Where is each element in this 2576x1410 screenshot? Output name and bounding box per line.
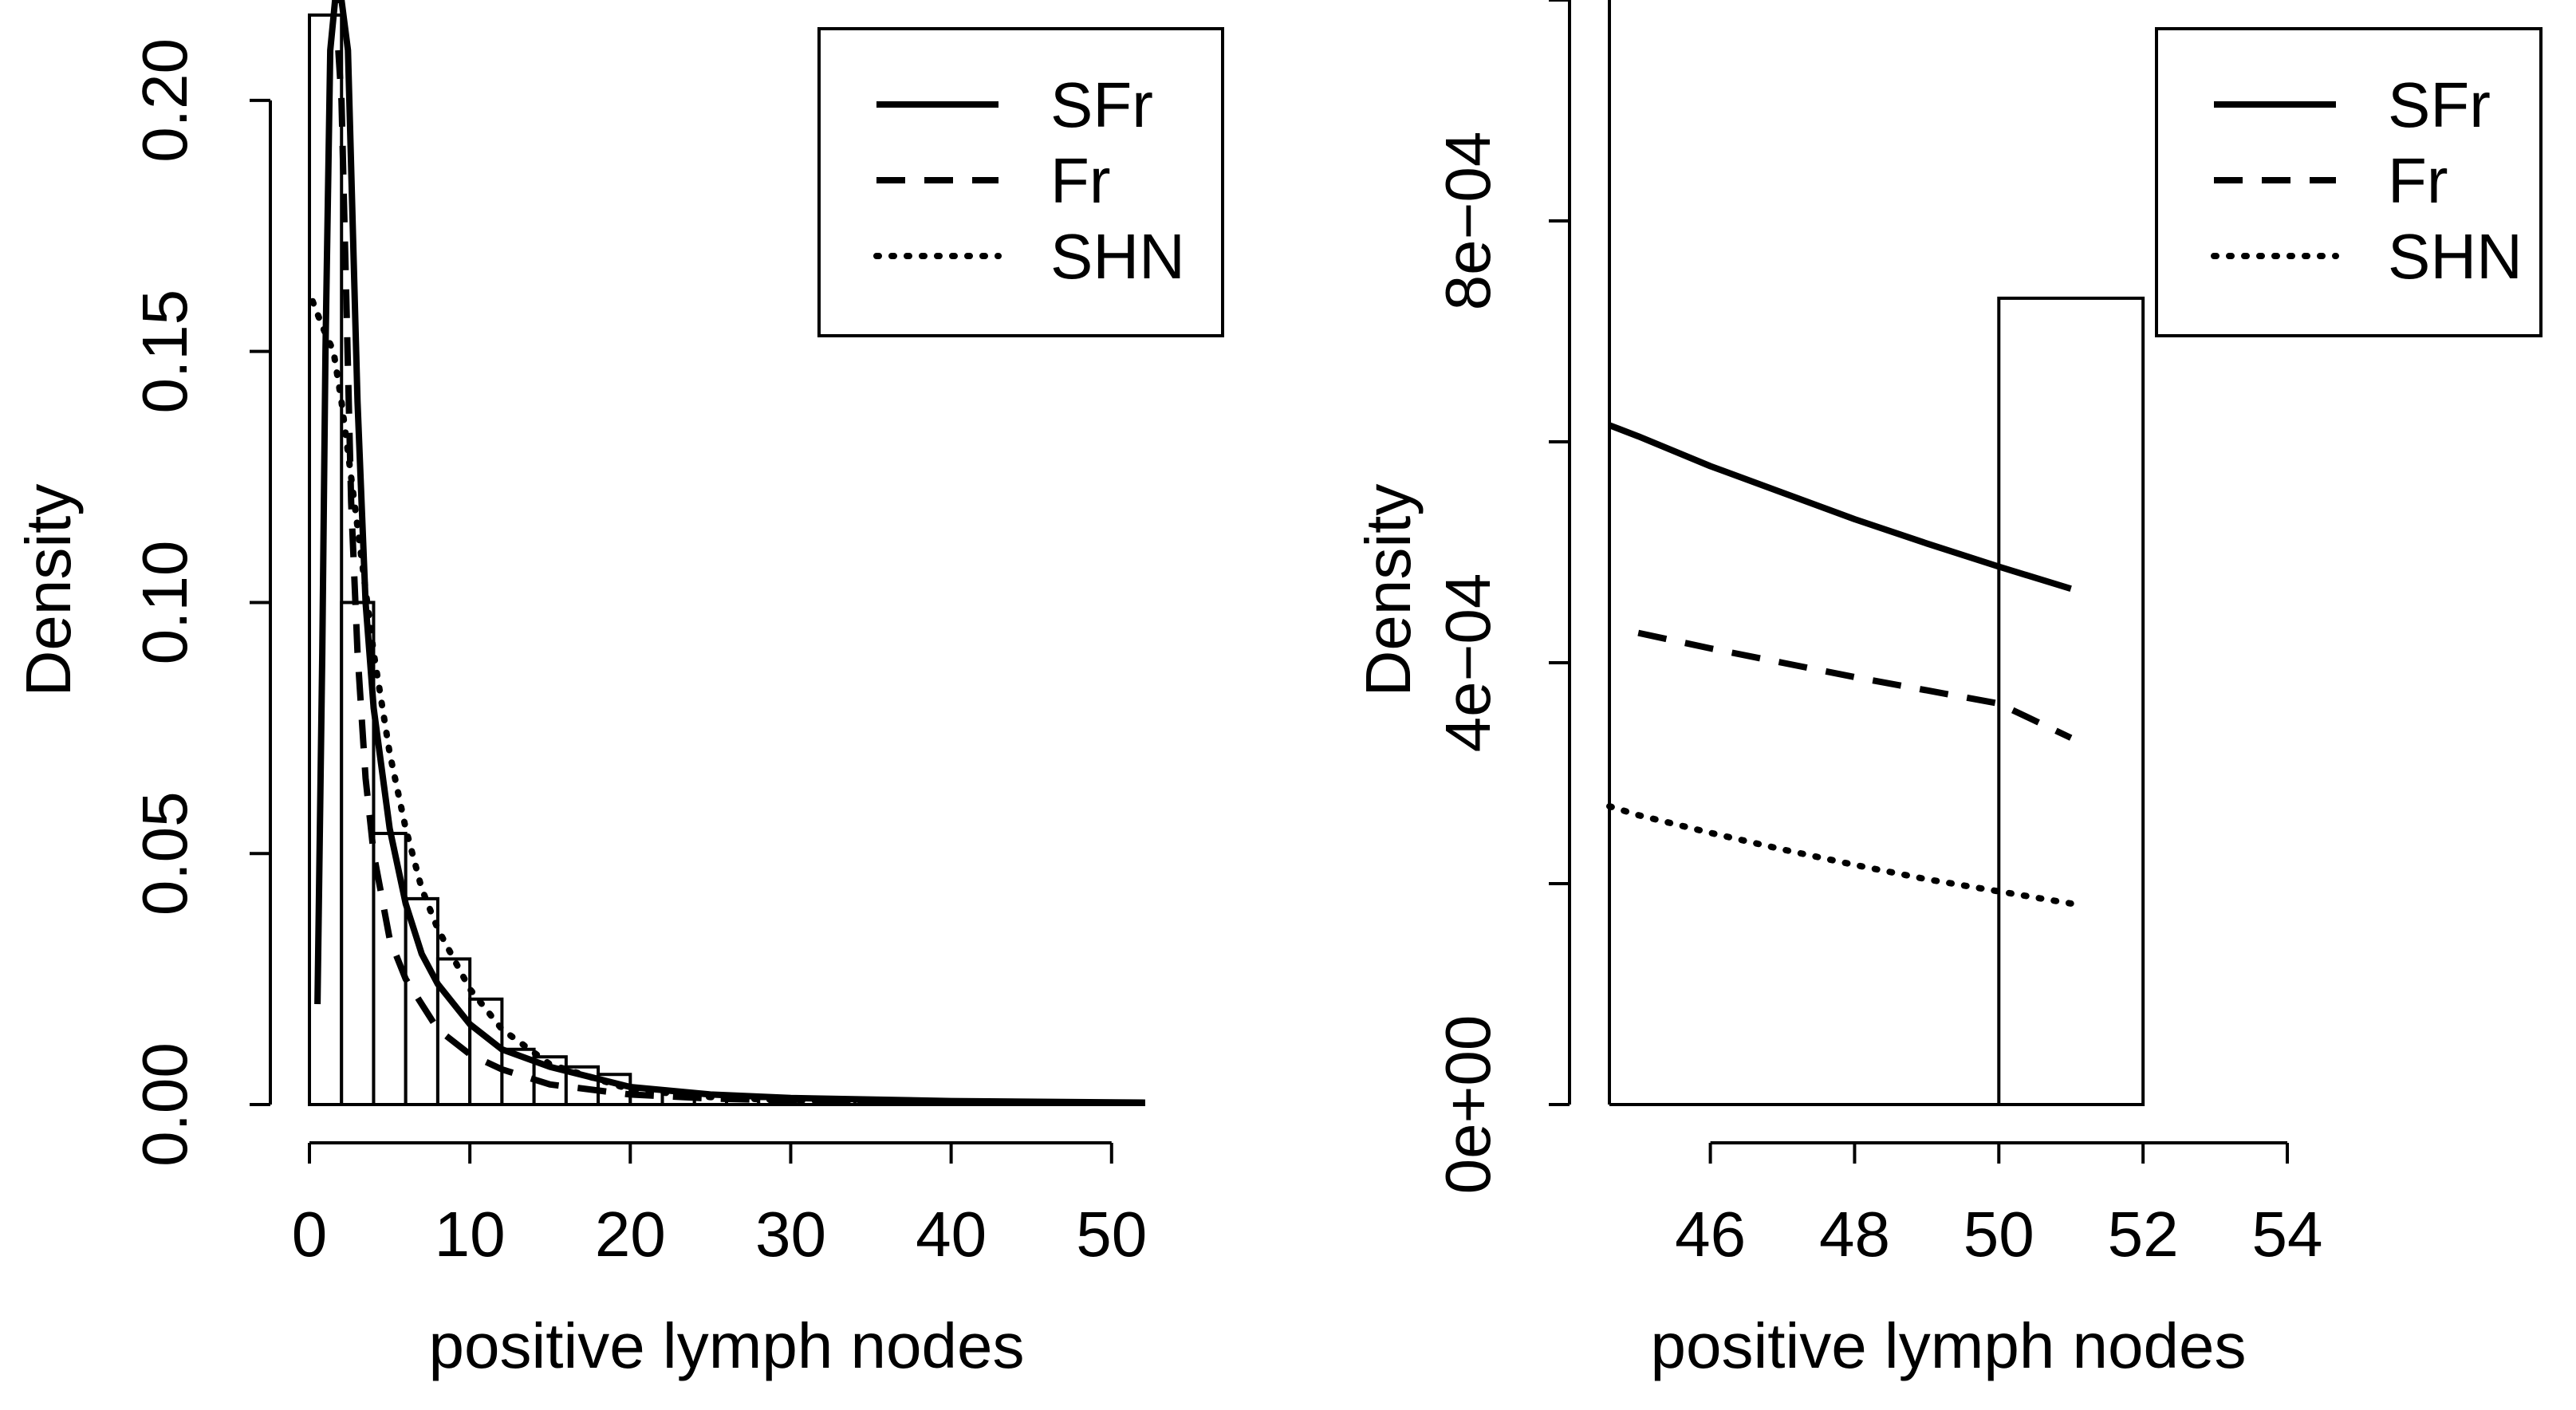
x-axis: 0 10 20 30 40 50 positive lymph nodes	[292, 1141, 1147, 1381]
legend-label-sfr: SFr	[2388, 69, 2491, 140]
histogram-bar	[1997, 296, 2145, 1106]
x-tick-label: 52	[2108, 1199, 2179, 1270]
x-tick-label: 50	[1964, 1199, 2034, 1270]
y-tick-label: 0.00	[129, 1042, 200, 1167]
series-line-shn	[1606, 803, 2074, 907]
histogram-bar	[468, 997, 504, 1106]
series-line-sfr	[1608, 422, 2072, 593]
legend-label-fr: Fr	[2388, 145, 2448, 216]
y-tick-label: 0.20	[129, 38, 200, 163]
x-tick-label: 48	[1819, 1199, 1890, 1270]
density-curves	[309, 0, 1147, 1106]
x-tick-label: 46	[1675, 1199, 1746, 1270]
x-tick-label: 40	[916, 1199, 987, 1270]
y-tick-label: 0.15	[129, 289, 200, 414]
legend-label-shn: SHN	[1050, 221, 1185, 292]
legend-label-shn: SHN	[2388, 221, 2523, 292]
series-line-fr	[1637, 629, 2073, 741]
x-tick-label: 20	[595, 1199, 666, 1270]
x-axis-title: positive lymph nodes	[428, 1310, 1024, 1381]
x-axis-title: positive lymph nodes	[1650, 1310, 2246, 1381]
series-line-sfr	[314, 0, 1144, 1106]
y-tick-label: 0e+00	[1432, 1015, 1503, 1195]
y-axis-title: Density	[1353, 484, 1424, 697]
x-tick-label: 30	[755, 1199, 826, 1270]
y-tick-label: 0.05	[129, 791, 200, 916]
density-curves	[1606, 422, 2074, 907]
x-tick-label: 50	[1076, 1199, 1147, 1270]
series-line-fr	[335, 49, 1144, 1106]
histogram-bars	[1997, 296, 2145, 1106]
series-line-shn	[309, 297, 1147, 1106]
histogram-bar	[435, 957, 472, 1106]
legend-label-fr: Fr	[1050, 145, 1111, 216]
y-tick-label: 0.10	[129, 541, 200, 665]
y-axis: 0.00 0.05 0.10 0.15 0.20 Density	[13, 38, 272, 1167]
legend-label-sfr: SFr	[1050, 69, 1153, 140]
y-tick-label: 4e−04	[1432, 573, 1503, 753]
x-tick-label: 10	[435, 1199, 506, 1270]
y-axis-title: Density	[13, 484, 84, 697]
x-tick-label: 54	[2252, 1199, 2323, 1270]
x-tick-label: 0	[292, 1199, 328, 1270]
y-tick-label: 8e−04	[1432, 132, 1503, 311]
y-axis: 0e+00 4e−04 8e−04 Density	[1353, 0, 1571, 1195]
